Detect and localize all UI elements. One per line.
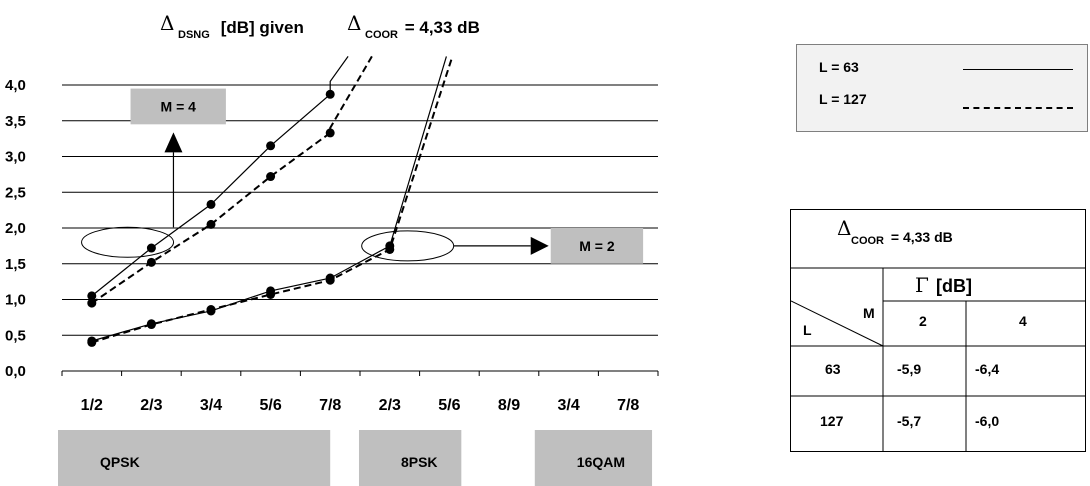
header-delta-symbol: Δ [837,216,852,240]
y-tick-label: 3,5 [5,113,26,130]
title-delta-symbol: Δ [160,11,174,35]
x-tick-labels: 1/2 2/3 3/4 5/6 7/8 2/3 5/6 8/9 3/4 7/8 [81,397,640,414]
series-point [206,305,216,315]
x-tick-label: 2/3 [379,397,401,414]
title-end-text: = 4,33 dB [400,18,480,37]
cell-127-m2: -5,7 [897,413,922,429]
series-point [87,337,97,347]
x-tick-label: 1/2 [81,397,103,414]
callouts: M = 4 M = 2 [81,88,644,264]
legend-item-l63-label: L = 63 [819,59,859,75]
y-tick-label: 3,0 [5,149,26,166]
series-point [385,244,395,254]
series-point [266,172,276,182]
series-point [146,320,156,330]
series [87,55,454,347]
series-point [87,298,97,308]
row-l-127: 127 [820,413,844,429]
cell-127-m4: -6,0 [975,413,1000,429]
series-point [266,289,276,299]
corner-l-label: L [803,322,812,338]
legend: L = 63 L = 127 [796,44,1088,132]
legend-dashed-line [963,107,1073,109]
y-tick-label: 4,0 [5,77,26,94]
series-point [206,219,216,229]
modulation-groups: QPSK 8PSK 16QAM [58,430,653,486]
callout-box [130,88,226,125]
corner-diagonal [791,300,884,347]
col-header-4: 4 [1019,313,1027,329]
series-point [266,141,276,151]
series-point [146,243,156,253]
callout-ellipse [361,230,455,262]
y-tick-label: 1,0 [5,292,26,309]
group-box [534,430,653,486]
delta-dsng-chart: Δ DSNG [dB] given Δ COOR = 4,33 dB 4,0 3,… [5,11,659,486]
series-point [325,128,335,138]
title-middle-text: [dB] given [216,18,309,37]
table-grid [791,267,1085,451]
group-box [58,430,331,486]
callout-arrow-head [530,236,549,255]
x-tick-label: 3/4 [200,397,222,414]
y-tick-label: 1,5 [5,256,26,273]
y-tick-label: 0,0 [5,363,26,380]
table-header: Δ [837,216,851,240]
series-point [325,275,335,285]
title-delta-symbol-2: Δ [347,11,361,35]
x-tick-label: 8/9 [498,397,520,414]
title-coor-subscript: COOR [365,29,398,41]
y-tick-label: 0,5 [5,327,26,344]
row-l-63: 63 [825,361,841,377]
series-point [325,89,335,99]
group-label: QPSK [100,454,140,470]
x-tick-label: 3/4 [557,397,579,414]
series-point [206,199,216,209]
x-tick-label: 7/8 [319,397,341,414]
title-dsng-subscript: DSNG [178,29,210,41]
series-point [146,257,156,267]
x-tick-label: 2/3 [140,397,162,414]
corner-m-label: M [863,305,875,321]
x-tick-label: 5/6 [438,397,460,414]
gamma-table: Δ COOR = 4,33 dB Γ [dB] L M 2 4 63 -5,9 … [790,209,1086,452]
callout-box [550,228,644,264]
callout-label: M = 2 [579,238,615,254]
y-tick-labels: 4,0 3,5 3,0 2,5 2,0 1,5 1,0 0,5 0,0 [5,77,26,380]
group-label: 8PSK [401,454,438,470]
series-point [87,291,97,301]
gamma-unit: [dB] [931,276,972,296]
header-coor-subscript: COOR [851,235,884,247]
x-tick-label: 7/8 [617,397,639,414]
cell-63-m2: -5,9 [897,361,922,377]
group-label: 16QAM [577,454,625,470]
callout-label: M = 4 [161,98,197,114]
callout-ellipse [81,226,175,258]
callout-arrow-head [164,132,183,153]
cell-63-m4: -6,4 [975,361,1000,377]
col-header-2: 2 [919,313,927,329]
legend-solid-line [963,69,1073,70]
gamma-symbol: Γ [915,273,929,297]
group-box [358,430,462,486]
header-coor-value: = 4,33 dB [887,229,953,245]
x-tick-label: 5/6 [259,397,281,414]
y-tick-label: 2,5 [5,184,26,201]
legend-item-l127-label: L = 127 [819,91,867,107]
chart-title: Δ DSNG [dB] given Δ COOR = 4,33 dB [160,11,480,41]
y-tick-label: 2,0 [5,220,26,237]
